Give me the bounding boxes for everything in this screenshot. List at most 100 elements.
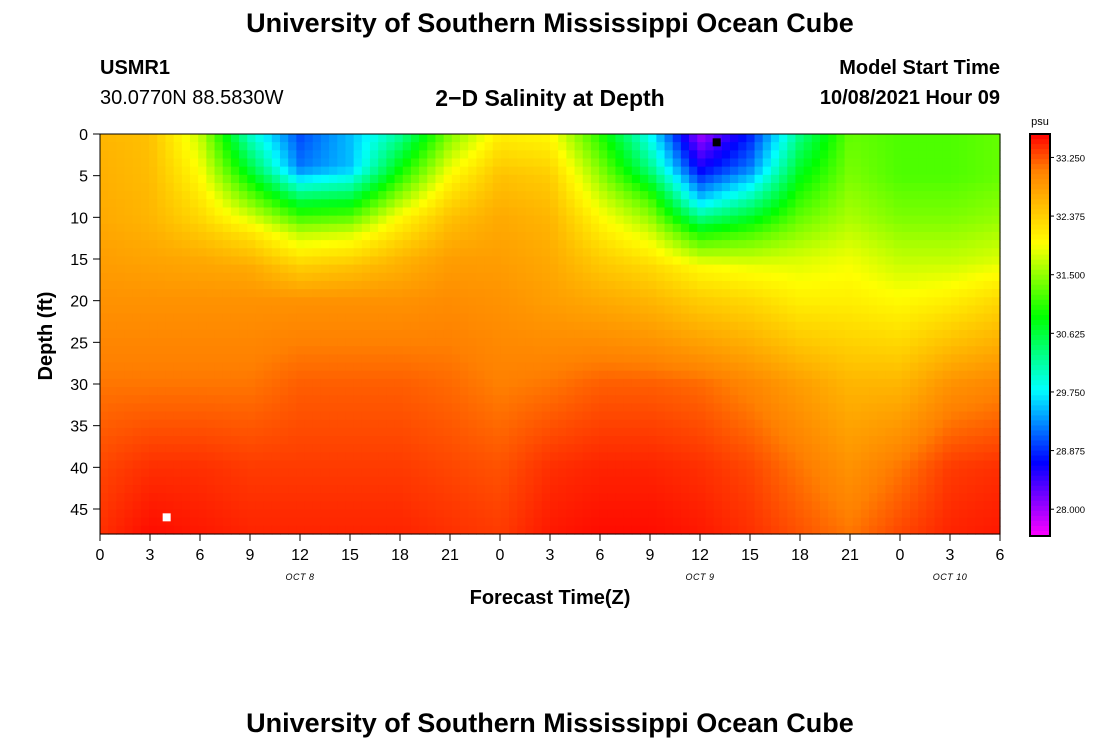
heatmap-cell bbox=[959, 231, 968, 241]
heatmap-cell bbox=[468, 395, 477, 404]
heatmap-cell bbox=[198, 395, 207, 404]
heatmap-cell bbox=[590, 338, 600, 347]
heatmap-cell bbox=[181, 362, 191, 372]
heatmap-cell bbox=[280, 501, 289, 511]
heatmap-cell bbox=[124, 378, 134, 388]
heatmap-cell bbox=[451, 346, 461, 355]
heatmap-cell bbox=[787, 354, 797, 364]
heatmap-cell bbox=[410, 207, 420, 217]
heatmap-cell bbox=[877, 378, 887, 388]
heatmap-cell bbox=[623, 370, 633, 380]
heatmap-cell bbox=[509, 150, 518, 160]
heatmap-cell bbox=[959, 346, 968, 355]
heatmap-cell bbox=[803, 182, 813, 192]
heatmap-cell bbox=[811, 419, 821, 429]
heatmap-cell bbox=[320, 493, 330, 502]
heatmap-cell bbox=[427, 158, 437, 168]
heatmap-cell bbox=[173, 346, 183, 355]
heatmap-cell bbox=[550, 460, 559, 470]
heatmap-cell bbox=[140, 452, 150, 462]
heatmap-cell bbox=[378, 485, 387, 494]
heatmap-cell bbox=[803, 403, 813, 413]
heatmap-cell bbox=[811, 166, 821, 176]
heatmap-cell bbox=[206, 182, 216, 192]
heatmap-cell bbox=[329, 354, 338, 364]
heatmap-cell bbox=[394, 174, 404, 184]
heatmap-cell bbox=[713, 289, 723, 298]
heatmap-cell bbox=[165, 346, 175, 355]
heatmap-cell bbox=[730, 321, 739, 331]
heatmap-cell bbox=[271, 313, 281, 323]
heatmap-cell bbox=[345, 166, 355, 176]
heatmap-cell bbox=[762, 158, 772, 168]
heatmap-cell bbox=[108, 468, 117, 478]
heatmap-cell bbox=[615, 436, 625, 445]
heatmap-cell bbox=[934, 182, 944, 192]
heatmap-cell bbox=[271, 256, 281, 266]
heatmap-cell bbox=[509, 346, 518, 355]
heatmap-cell bbox=[296, 240, 306, 249]
heatmap-cell bbox=[451, 485, 461, 494]
heatmap-cell bbox=[566, 493, 576, 502]
heatmap-cell bbox=[950, 199, 960, 209]
heatmap-cell bbox=[959, 280, 968, 290]
heatmap-cell bbox=[304, 142, 314, 151]
heatmap-cell bbox=[705, 378, 715, 388]
heatmap-cell bbox=[304, 174, 314, 184]
heatmap-cell bbox=[910, 452, 919, 462]
heatmap-cell bbox=[803, 289, 813, 298]
heatmap-cell bbox=[280, 142, 289, 151]
heatmap-cell bbox=[255, 329, 265, 339]
heatmap-cell bbox=[631, 436, 641, 445]
heatmap-cell bbox=[288, 354, 297, 364]
heatmap-cell bbox=[312, 329, 322, 339]
heatmap-cell bbox=[983, 321, 993, 331]
heatmap-cell bbox=[689, 158, 698, 168]
heatmap-cell bbox=[157, 264, 167, 274]
heatmap-cell bbox=[689, 182, 698, 192]
heatmap-cell bbox=[329, 240, 338, 249]
heatmap-cell bbox=[525, 485, 535, 494]
heatmap-cell bbox=[100, 436, 109, 445]
heatmap-cell bbox=[116, 248, 126, 258]
heatmap-cell bbox=[640, 452, 649, 462]
heatmap-cell bbox=[337, 460, 347, 470]
heatmap-cell bbox=[304, 427, 314, 437]
heatmap-cell bbox=[337, 485, 347, 494]
heatmap-cell bbox=[828, 256, 837, 266]
heatmap-cell bbox=[410, 387, 420, 396]
heatmap-cell bbox=[410, 354, 420, 364]
heatmap-cell bbox=[901, 313, 911, 323]
heatmap-cell bbox=[869, 362, 878, 372]
heatmap-cell bbox=[435, 272, 445, 282]
heatmap-cell bbox=[500, 452, 510, 462]
heatmap-cell bbox=[386, 501, 396, 511]
heatmap-cell bbox=[476, 346, 486, 355]
heatmap-cell bbox=[615, 321, 625, 331]
heatmap-cell bbox=[770, 485, 780, 494]
heatmap-cell bbox=[950, 313, 960, 323]
heatmap-cell bbox=[959, 248, 968, 258]
heatmap-cell bbox=[247, 223, 257, 233]
heatmap-cell bbox=[558, 223, 567, 233]
heatmap-cell bbox=[517, 240, 527, 249]
heatmap-cell bbox=[811, 370, 821, 380]
heatmap-cell bbox=[721, 321, 731, 331]
heatmap-cell bbox=[296, 134, 306, 143]
heatmap-cell bbox=[910, 297, 919, 307]
heatmap-cell bbox=[795, 313, 805, 323]
heatmap-cell bbox=[934, 191, 944, 200]
heatmap-cell bbox=[533, 419, 543, 429]
heatmap-cell bbox=[410, 485, 420, 494]
heatmap-cell bbox=[836, 264, 846, 274]
heatmap-cell bbox=[820, 199, 829, 209]
heatmap-cell bbox=[656, 436, 666, 445]
heatmap-cell bbox=[713, 354, 723, 364]
heatmap-cell bbox=[942, 460, 952, 470]
heatmap-cell bbox=[190, 387, 199, 396]
heatmap-cell bbox=[877, 191, 887, 200]
heatmap-cell bbox=[877, 215, 887, 225]
heatmap-cell bbox=[533, 182, 543, 192]
heatmap-cell bbox=[558, 476, 567, 486]
heatmap-cell bbox=[410, 427, 420, 437]
